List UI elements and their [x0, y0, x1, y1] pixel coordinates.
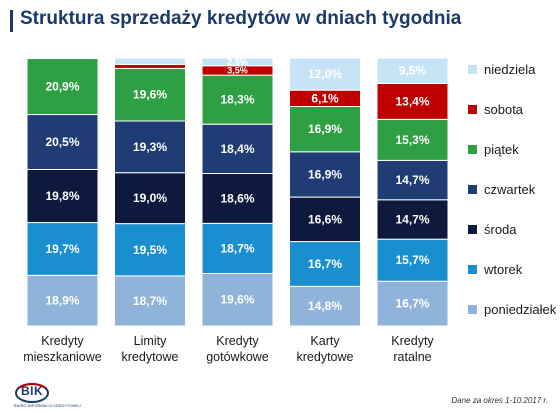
category-label: Karty kredytowe	[297, 334, 354, 364]
bar-segment	[376, 159, 449, 201]
bar-segment	[114, 172, 186, 225]
bar-segment	[26, 168, 99, 224]
data-label: 16,9%	[308, 122, 342, 136]
data-label: 19,0%	[133, 191, 167, 205]
bar-segment	[289, 196, 361, 243]
bar-segment	[26, 57, 99, 60]
bar-segment	[376, 238, 449, 282]
bik-logo-icon	[15, 383, 49, 403]
data-label: 15,7%	[395, 253, 429, 267]
bar-segment	[114, 57, 186, 65]
data-label: 18,3%	[220, 93, 254, 107]
source-note: Dane za okres 1-10.2017 r.	[451, 396, 548, 405]
data-label: 16,7%	[395, 297, 429, 311]
bar-segment	[289, 106, 361, 153]
logo-subtext: BIURO INFORMACJI KREDYTOWEJ	[14, 403, 82, 408]
legend-swatch	[468, 145, 477, 154]
data-label: 16,7%	[308, 257, 342, 271]
data-label: 2,9%	[227, 57, 248, 67]
bar-segment	[201, 123, 274, 175]
data-label: 18,7%	[220, 241, 254, 255]
data-label: 16,6%	[308, 212, 342, 226]
bar-segment	[376, 118, 449, 161]
page-title: Struktura sprzedaży kredytów w dniach ty…	[20, 8, 462, 29]
data-label: 14,7%	[395, 212, 429, 226]
bar-segment	[201, 272, 274, 327]
bar-segment	[201, 57, 274, 67]
bar-segment	[26, 114, 99, 170]
data-label: 13,4%	[395, 94, 429, 108]
bar-segment	[201, 222, 274, 274]
data-label: 18,7%	[133, 294, 167, 308]
bar-segment	[201, 74, 274, 125]
data-label: 6,1%	[311, 91, 339, 105]
logo-text: BIK	[21, 384, 44, 398]
legend-swatch	[468, 265, 477, 274]
data-label: 14,7%	[395, 173, 429, 187]
bar-segment	[26, 274, 99, 327]
legend-label: poniedziałek	[484, 302, 557, 317]
bar-segment	[289, 151, 361, 198]
data-label: 19,5%	[133, 243, 167, 257]
bar-segment	[201, 173, 274, 224]
bar-segment	[289, 285, 361, 327]
bar-segment	[114, 120, 186, 174]
legend-swatch	[468, 305, 477, 314]
title-accent-bar	[10, 10, 13, 32]
bar-segment	[289, 241, 361, 287]
bar-segment	[289, 57, 361, 91]
data-label: 3,5%	[227, 65, 248, 75]
data-label: 19,6%	[220, 293, 254, 307]
category-label: Kredyty mieszkaniowe	[23, 334, 102, 364]
data-label: 19,3%	[133, 140, 167, 154]
data-label: 18,4%	[220, 142, 254, 156]
data-label: 15,3%	[395, 133, 429, 147]
bar-segment	[114, 275, 186, 327]
bar-segment	[376, 199, 449, 240]
category-label: Kredyty gotówkowe	[206, 334, 269, 364]
legend-swatch	[468, 185, 477, 194]
bar-segment	[114, 223, 186, 277]
data-label: 18,9%	[45, 294, 79, 308]
data-label: 20,9%	[45, 80, 79, 94]
legend-swatch	[468, 105, 477, 114]
data-label: 14,8%	[308, 299, 342, 313]
legend-label: sobota	[484, 102, 524, 117]
legend-swatch	[468, 225, 477, 234]
legend-label: środa	[484, 222, 517, 237]
data-label: 19,8%	[45, 189, 79, 203]
category-label: Kredyty ratalne	[391, 334, 434, 364]
bar-segment	[376, 82, 449, 120]
bar-segment	[376, 57, 449, 84]
legend-label: wtorek	[483, 262, 523, 277]
category-label: Limity kredytowe	[122, 334, 179, 364]
data-label: 20,5%	[45, 135, 79, 149]
data-label: 12,0%	[308, 67, 342, 81]
data-label: 16,9%	[308, 167, 342, 181]
legend-swatch	[468, 65, 477, 74]
data-label: 19,7%	[45, 242, 79, 256]
bar-segment	[114, 63, 186, 69]
data-label: 18,6%	[220, 191, 254, 205]
legend-label: czwartek	[484, 182, 536, 197]
data-label: 9,5%	[399, 64, 427, 78]
legend-label: niedziela	[484, 62, 536, 77]
data-label: 19,6%	[133, 88, 167, 102]
bar-segment	[26, 58, 99, 116]
legend-label: piątek	[484, 142, 519, 157]
title-bar: Struktura sprzedaży kredytów w dniach ty…	[0, 0, 560, 40]
